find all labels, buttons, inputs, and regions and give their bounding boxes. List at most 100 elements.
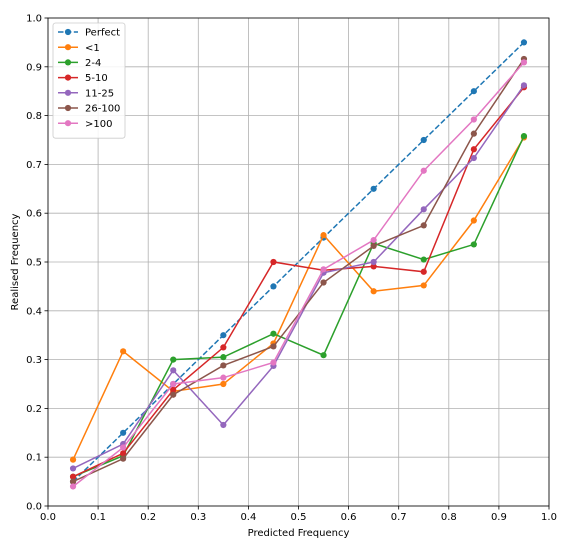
data-point — [220, 354, 227, 361]
series-line — [72, 86, 525, 478]
data-point — [220, 421, 227, 429]
legend-item: 11-25 — [58, 88, 114, 99]
data-point — [470, 130, 477, 137]
data-point — [270, 258, 277, 266]
data-point — [520, 82, 528, 89]
series-1 — [69, 134, 528, 463]
data-point — [370, 258, 377, 266]
axis-ticks: 0.0 0.1 0.2 0.3 0.4 0.5 0.6 0.7 0.8 0.9 1.0 0.0 0.1 0… — [26, 14, 557, 524]
legend-marker — [64, 44, 72, 51]
legend: Perfect <1 2-4 5-10 11-25 26-100 >100 — [52, 22, 126, 139]
data-point — [170, 356, 177, 363]
data-point — [470, 241, 477, 248]
legend-label: 5-10 — [85, 73, 108, 84]
y-tick-label: 0.1 — [26, 453, 42, 464]
data-point — [170, 367, 177, 374]
y-tick-label: 0.4 — [26, 306, 42, 317]
data-point — [270, 283, 277, 290]
data-point — [120, 450, 127, 457]
data-point — [320, 352, 327, 359]
data-point — [520, 59, 528, 66]
series-line — [72, 61, 525, 488]
data-point — [420, 268, 427, 275]
series-line — [72, 84, 525, 470]
y-tick-label: 0.3 — [26, 355, 42, 366]
legend-marker — [64, 74, 72, 81]
data-point — [220, 332, 227, 339]
x-tick-label: 0.8 — [441, 512, 457, 523]
x-tick-label: 1.0 — [541, 512, 557, 523]
series-6 — [69, 59, 528, 490]
x-axis-label: Predicted Frequency — [248, 528, 350, 539]
legend-item: 5-10 — [58, 73, 108, 84]
y-tick-label: 0.0 — [26, 502, 42, 513]
data-point — [220, 362, 227, 369]
y-tick-label: 0.8 — [26, 111, 42, 122]
x-tick-label: 0.5 — [291, 512, 307, 523]
data-point — [470, 88, 477, 95]
y-tick-label: 0.2 — [26, 404, 42, 415]
data-point — [270, 359, 277, 366]
legend-item: 2-4 — [58, 58, 101, 69]
data-point — [420, 167, 427, 174]
legend-label: <1 — [85, 43, 100, 54]
y-tick-label: 0.6 — [26, 209, 42, 220]
data-point — [470, 217, 477, 224]
legend-item: Perfect — [58, 28, 120, 39]
x-tick-label: 0.6 — [341, 512, 357, 523]
data-point — [370, 288, 377, 295]
x-tick-label: 0.9 — [491, 512, 507, 523]
data-point — [420, 282, 427, 289]
series-lines — [69, 39, 528, 490]
legend-item: >100 — [58, 119, 112, 130]
legend-label: 26-100 — [85, 104, 120, 115]
legend-marker — [64, 89, 72, 96]
series-4 — [69, 82, 528, 472]
data-point — [320, 279, 327, 286]
legend-marker — [64, 59, 72, 66]
data-point — [470, 146, 477, 153]
y-tick-label: 0.7 — [26, 160, 42, 171]
x-tick-label: 0.0 — [40, 512, 56, 523]
series-line — [72, 137, 525, 460]
data-point — [420, 256, 427, 263]
data-point — [69, 465, 77, 472]
legend-label: Perfect — [85, 28, 120, 39]
data-point — [370, 242, 377, 249]
data-point — [69, 473, 77, 480]
y-tick-label: 0.5 — [26, 258, 42, 269]
legend-label: 11-25 — [85, 88, 114, 99]
data-point — [370, 185, 377, 192]
data-point — [120, 444, 127, 451]
data-point — [220, 380, 227, 388]
data-point — [170, 380, 177, 388]
y-tick-label: 0.9 — [26, 62, 42, 73]
y-tick-label: 1.0 — [26, 14, 42, 25]
legend-marker — [64, 104, 72, 112]
legend-item: 26-100 — [58, 104, 120, 115]
data-point — [120, 348, 127, 355]
data-point — [420, 136, 427, 144]
legend-marker — [64, 120, 72, 127]
data-point — [220, 374, 227, 381]
legend-marker — [64, 28, 72, 36]
y-axis-label: Realised Frequency — [10, 213, 21, 310]
data-point — [370, 263, 377, 270]
legend-label: 2-4 — [85, 58, 101, 69]
x-tick-label: 0.2 — [140, 512, 156, 523]
data-point — [69, 483, 77, 490]
x-tick-label: 0.1 — [90, 512, 106, 523]
data-point — [420, 206, 427, 213]
legend-item: <1 — [58, 43, 100, 54]
data-point — [520, 39, 528, 46]
data-point — [69, 478, 77, 485]
legend-label: >100 — [85, 119, 112, 130]
data-point — [120, 455, 127, 462]
legend-box — [52, 22, 126, 139]
x-tick-label: 0.7 — [391, 512, 407, 523]
data-point — [320, 232, 327, 239]
data-point — [470, 154, 477, 162]
data-point — [520, 132, 528, 140]
data-point — [270, 330, 277, 337]
